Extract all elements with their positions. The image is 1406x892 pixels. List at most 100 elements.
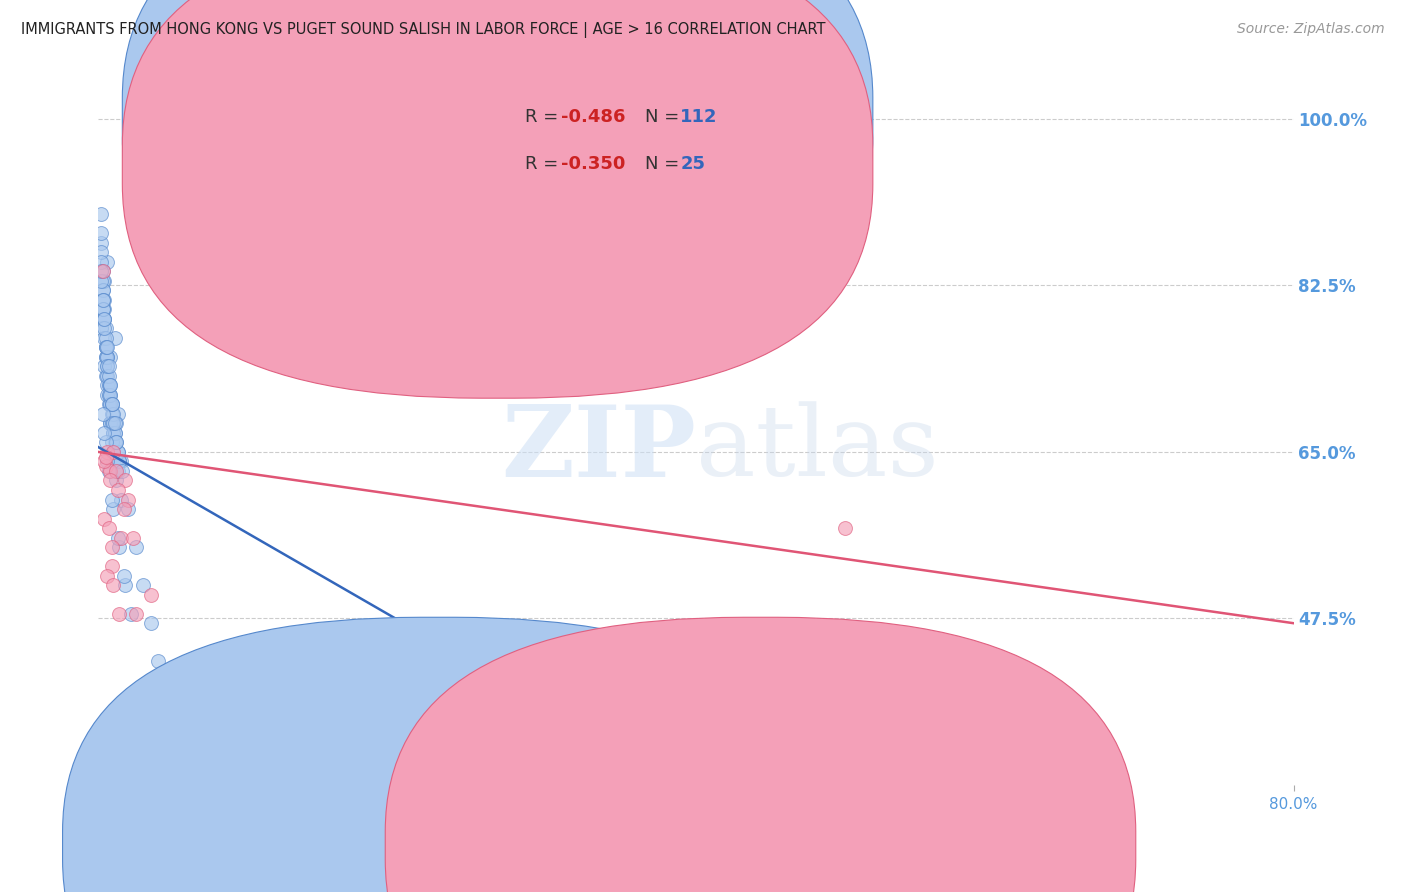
Text: R =: R = [524, 155, 564, 173]
Point [108, 607, 131, 621]
Point [97, 388, 120, 402]
Point [111, 464, 134, 478]
Point [112, 502, 135, 516]
Point [105, 464, 128, 478]
Point [101, 540, 124, 554]
Point [104, 417, 127, 431]
Point [94, 368, 117, 383]
Point [96, 368, 118, 383]
Point [105, 435, 128, 450]
Point [91, 264, 114, 278]
Point [91, 274, 114, 288]
Point [94, 340, 117, 354]
Text: ZIP: ZIP [501, 401, 696, 498]
Point [90, 321, 112, 335]
Point [101, 492, 124, 507]
Point [104, 425, 127, 440]
Point [94, 321, 117, 335]
Point [117, 492, 139, 507]
Point [94, 350, 117, 364]
Point [565, 731, 588, 745]
Point [103, 417, 125, 431]
Point [98, 417, 122, 431]
Point [110, 492, 132, 507]
Point [103, 417, 125, 431]
Point [104, 331, 127, 345]
Point [94, 350, 117, 364]
Point [107, 407, 129, 421]
Point [103, 425, 125, 440]
Point [506, 702, 529, 716]
Point [101, 397, 124, 411]
Text: -0.486: -0.486 [561, 108, 626, 126]
Point [96, 568, 118, 582]
Point [96, 388, 118, 402]
Point [104, 425, 127, 440]
Point [104, 435, 127, 450]
Point [103, 445, 125, 459]
Point [98, 464, 122, 478]
Point [96, 445, 118, 459]
Point [97, 378, 120, 392]
Point [105, 464, 128, 478]
Text: -0.350: -0.350 [561, 155, 626, 173]
Point [96, 378, 118, 392]
Point [105, 474, 128, 488]
Point [98, 397, 122, 411]
Point [107, 531, 129, 545]
Text: N =: N = [644, 155, 685, 173]
Point [107, 445, 129, 459]
Point [98, 350, 122, 364]
Point [96, 359, 118, 374]
Point [93, 274, 115, 288]
Point [125, 607, 148, 621]
Point [108, 540, 131, 554]
Point [90, 207, 112, 221]
Point [125, 540, 148, 554]
FancyBboxPatch shape [457, 78, 768, 203]
Point [94, 450, 117, 464]
Point [98, 378, 122, 392]
Point [96, 350, 118, 364]
Point [101, 435, 124, 450]
Point [96, 454, 118, 468]
Point [90, 226, 112, 240]
Point [91, 293, 114, 307]
Text: 25: 25 [681, 155, 706, 173]
Point [90, 235, 112, 250]
Point [93, 311, 115, 326]
FancyBboxPatch shape [122, 0, 873, 351]
Point [91, 283, 114, 297]
Point [93, 321, 115, 335]
Point [94, 340, 117, 354]
Text: N =: N = [644, 108, 685, 126]
Point [139, 588, 162, 602]
Point [91, 302, 114, 317]
Point [103, 407, 125, 421]
Point [96, 359, 118, 374]
Point [103, 454, 125, 468]
Point [148, 654, 170, 668]
Text: 112: 112 [681, 108, 718, 126]
Point [101, 417, 124, 431]
FancyBboxPatch shape [385, 617, 1136, 892]
Point [98, 397, 122, 411]
Point [93, 511, 115, 525]
Point [834, 521, 856, 535]
Point [110, 531, 132, 545]
Point [105, 454, 128, 468]
Point [110, 454, 132, 468]
Point [97, 368, 120, 383]
Point [90, 254, 112, 268]
Point [90, 274, 112, 288]
Point [107, 445, 129, 459]
Point [105, 435, 128, 450]
Point [98, 388, 122, 402]
Point [93, 293, 115, 307]
Text: Source: ZipAtlas.com: Source: ZipAtlas.com [1237, 22, 1385, 37]
Point [93, 311, 115, 326]
Point [93, 302, 115, 317]
Text: Puget Sound Salish: Puget Sound Salish [786, 838, 932, 853]
Point [103, 425, 125, 440]
FancyBboxPatch shape [122, 0, 873, 398]
